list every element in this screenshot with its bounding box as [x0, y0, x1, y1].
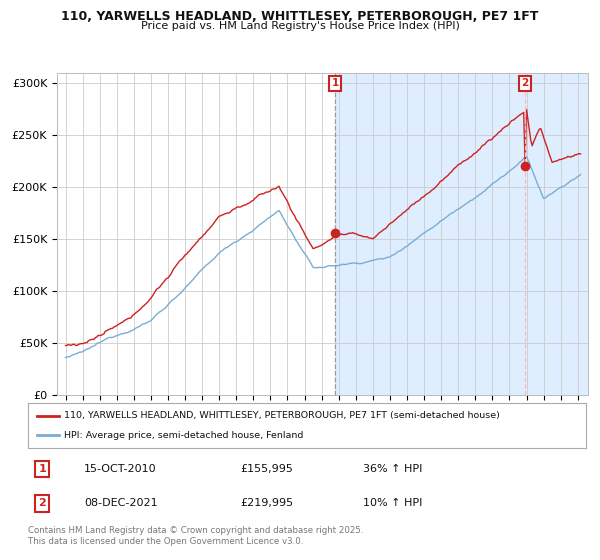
Text: 2: 2: [521, 78, 529, 88]
Text: 110, YARWELLS HEADLAND, WHITTLESEY, PETERBOROUGH, PE7 1FT: 110, YARWELLS HEADLAND, WHITTLESEY, PETE…: [61, 10, 539, 23]
Text: Price paid vs. HM Land Registry's House Price Index (HPI): Price paid vs. HM Land Registry's House …: [140, 21, 460, 31]
Text: 15-OCT-2010: 15-OCT-2010: [84, 464, 157, 474]
Text: 10% ↑ HPI: 10% ↑ HPI: [363, 498, 422, 508]
Text: Contains HM Land Registry data © Crown copyright and database right 2025.
This d: Contains HM Land Registry data © Crown c…: [28, 526, 364, 546]
Text: HPI: Average price, semi-detached house, Fenland: HPI: Average price, semi-detached house,…: [64, 431, 304, 440]
Text: 110, YARWELLS HEADLAND, WHITTLESEY, PETERBOROUGH, PE7 1FT (semi-detached house): 110, YARWELLS HEADLAND, WHITTLESEY, PETE…: [64, 411, 500, 420]
Bar: [335, 73, 588, 395]
Text: 08-DEC-2021: 08-DEC-2021: [84, 498, 158, 508]
Text: £155,995: £155,995: [240, 464, 293, 474]
Text: £219,995: £219,995: [240, 498, 293, 508]
Text: 36% ↑ HPI: 36% ↑ HPI: [363, 464, 422, 474]
Text: 1: 1: [332, 78, 339, 88]
Text: 1: 1: [38, 464, 46, 474]
Text: 2: 2: [38, 498, 46, 508]
